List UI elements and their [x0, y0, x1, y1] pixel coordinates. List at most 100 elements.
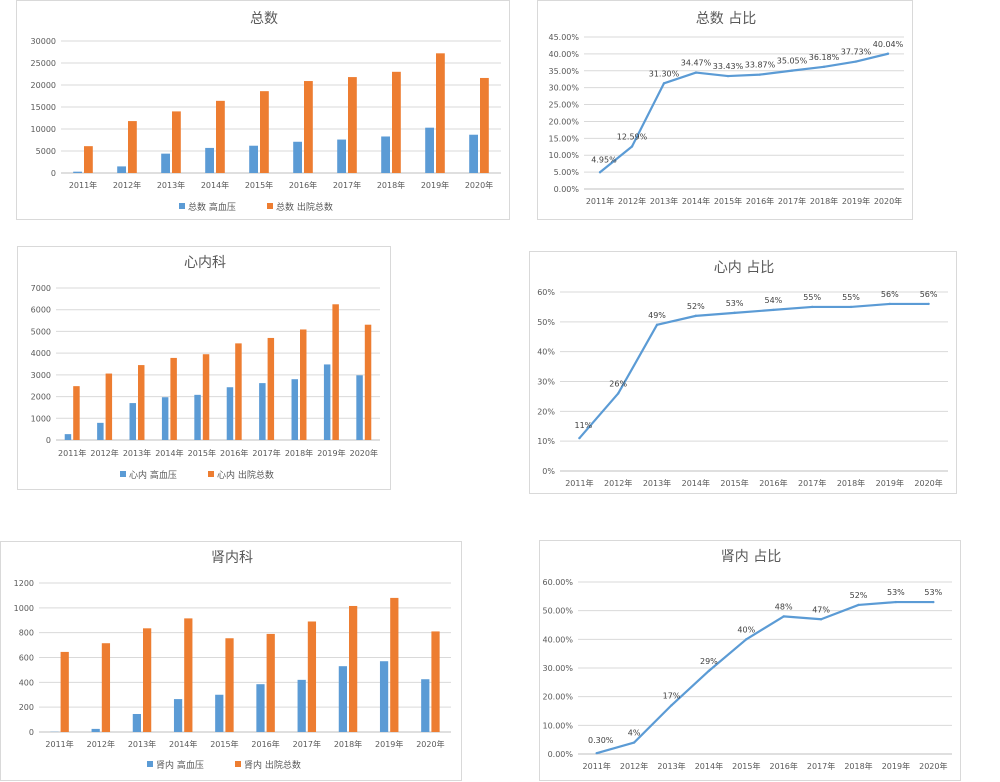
bar-discharge: [260, 91, 269, 173]
bar-discharge: [102, 643, 110, 732]
x-tick-label: 2014年: [201, 180, 229, 190]
y-tick-label: 2000: [31, 393, 51, 402]
data-point: [759, 73, 761, 75]
data-label: 4%: [628, 729, 641, 738]
y-tick-label: 40.00%: [548, 50, 579, 59]
legend-label: 总数 高血压: [188, 201, 236, 213]
bar-discharge: [184, 618, 192, 732]
x-tick-label: 2018年: [377, 180, 405, 190]
data-point: [663, 82, 665, 84]
x-tick-label: 2017年: [252, 448, 280, 458]
data-point: [733, 312, 735, 314]
x-tick-label: 2011年: [58, 448, 86, 458]
bar-discharge: [267, 634, 275, 732]
x-tick-label: 2019年: [876, 478, 904, 488]
x-tick-label: 2016年: [220, 448, 248, 458]
data-label: 49%: [648, 311, 666, 320]
y-tick-label: 3000: [31, 371, 51, 380]
y-tick-label: 20000: [31, 81, 56, 90]
bar-hypertension: [227, 387, 233, 440]
data-point: [596, 752, 598, 754]
data-label: 33.87%: [745, 61, 776, 70]
data-point: [820, 618, 822, 620]
x-tick-label: 2016年: [759, 478, 787, 488]
bar-discharge: [203, 354, 209, 440]
y-tick-label: 60.00%: [542, 578, 573, 587]
bar-discharge: [348, 77, 357, 173]
y-tick-label: 5.00%: [554, 168, 580, 177]
data-label: 34.47%: [681, 59, 712, 68]
data-label: 0.30%: [588, 736, 614, 745]
x-tick-label: 2016年: [746, 196, 774, 206]
x-tick-label: 2015年: [210, 739, 238, 749]
bar-hypertension: [259, 383, 265, 440]
x-tick-label: 2020年: [416, 739, 444, 749]
y-tick-label: 7000: [31, 284, 51, 293]
y-tick-label: 6000: [31, 306, 51, 315]
bar-hypertension: [339, 666, 347, 732]
y-tick-label: 35.00%: [548, 67, 579, 76]
bar-discharge: [300, 329, 306, 440]
x-tick-label: 2012年: [113, 180, 141, 190]
bar-discharge: [61, 652, 69, 732]
y-tick-label: 25000: [31, 59, 56, 68]
x-tick-label: 2011年: [69, 180, 97, 190]
bar-hypertension: [161, 154, 170, 173]
series-line: [597, 602, 934, 753]
chart-title: 肾内 占比: [721, 549, 781, 565]
y-tick-label: 30.00%: [548, 84, 579, 93]
bar-hypertension: [381, 136, 390, 173]
data-label: 53%: [887, 588, 905, 597]
data-label: 53%: [726, 299, 744, 308]
x-tick-label: 2014年: [682, 478, 710, 488]
y-tick-label: 5000: [31, 327, 51, 336]
x-tick-label: 2015年: [714, 196, 742, 206]
bar-discharge: [235, 343, 241, 440]
x-tick-label: 2016年: [251, 739, 279, 749]
x-tick-label: 2015年: [188, 448, 216, 458]
x-tick-label: 2019年: [842, 196, 870, 206]
data-point: [578, 437, 580, 439]
y-tick-label: 15.00%: [548, 134, 579, 143]
x-tick-label: 2017年: [293, 739, 321, 749]
y-tick-label: 10.00%: [542, 721, 573, 730]
data-point: [727, 75, 729, 77]
chart-total-line: 总数 占比0.00%5.00%10.00%15.00%20.00%25.00%3…: [538, 1, 914, 221]
x-tick-label: 2019年: [882, 761, 910, 771]
bar-discharge: [225, 638, 233, 732]
bar-hypertension: [97, 423, 103, 440]
x-tick-label: 2015年: [720, 478, 748, 488]
data-point: [895, 601, 897, 603]
x-tick-label: 2017年: [333, 180, 361, 190]
bar-hypertension: [337, 140, 346, 173]
x-tick-label: 2020年: [350, 448, 378, 458]
data-label: 55%: [803, 293, 821, 302]
y-tick-label: 60%: [537, 288, 555, 297]
x-tick-label: 2011年: [583, 761, 611, 771]
bar-discharge: [268, 338, 274, 440]
y-tick-label: 40.00%: [542, 635, 573, 644]
y-tick-label: 45.00%: [548, 33, 579, 42]
data-label: 12.59%: [617, 132, 648, 141]
data-point: [708, 670, 710, 672]
y-tick-label: 1000: [31, 414, 51, 423]
chart-title: 肾内科: [211, 550, 253, 566]
data-point: [599, 171, 601, 173]
y-tick-label: 0: [29, 728, 34, 737]
data-point: [656, 324, 658, 326]
x-tick-label: 2018年: [837, 478, 865, 488]
data-label: 35.05%: [777, 57, 808, 66]
bar-hypertension: [65, 434, 71, 440]
data-point: [745, 638, 747, 640]
y-tick-label: 5000: [36, 147, 56, 156]
y-tick-label: 30%: [537, 378, 555, 387]
bar-hypertension: [298, 680, 306, 732]
y-tick-label: 10.00%: [548, 151, 579, 160]
x-tick-label: 2012年: [90, 448, 118, 458]
bar-discharge: [304, 81, 313, 173]
data-point: [811, 306, 813, 308]
bar-discharge: [365, 325, 371, 440]
